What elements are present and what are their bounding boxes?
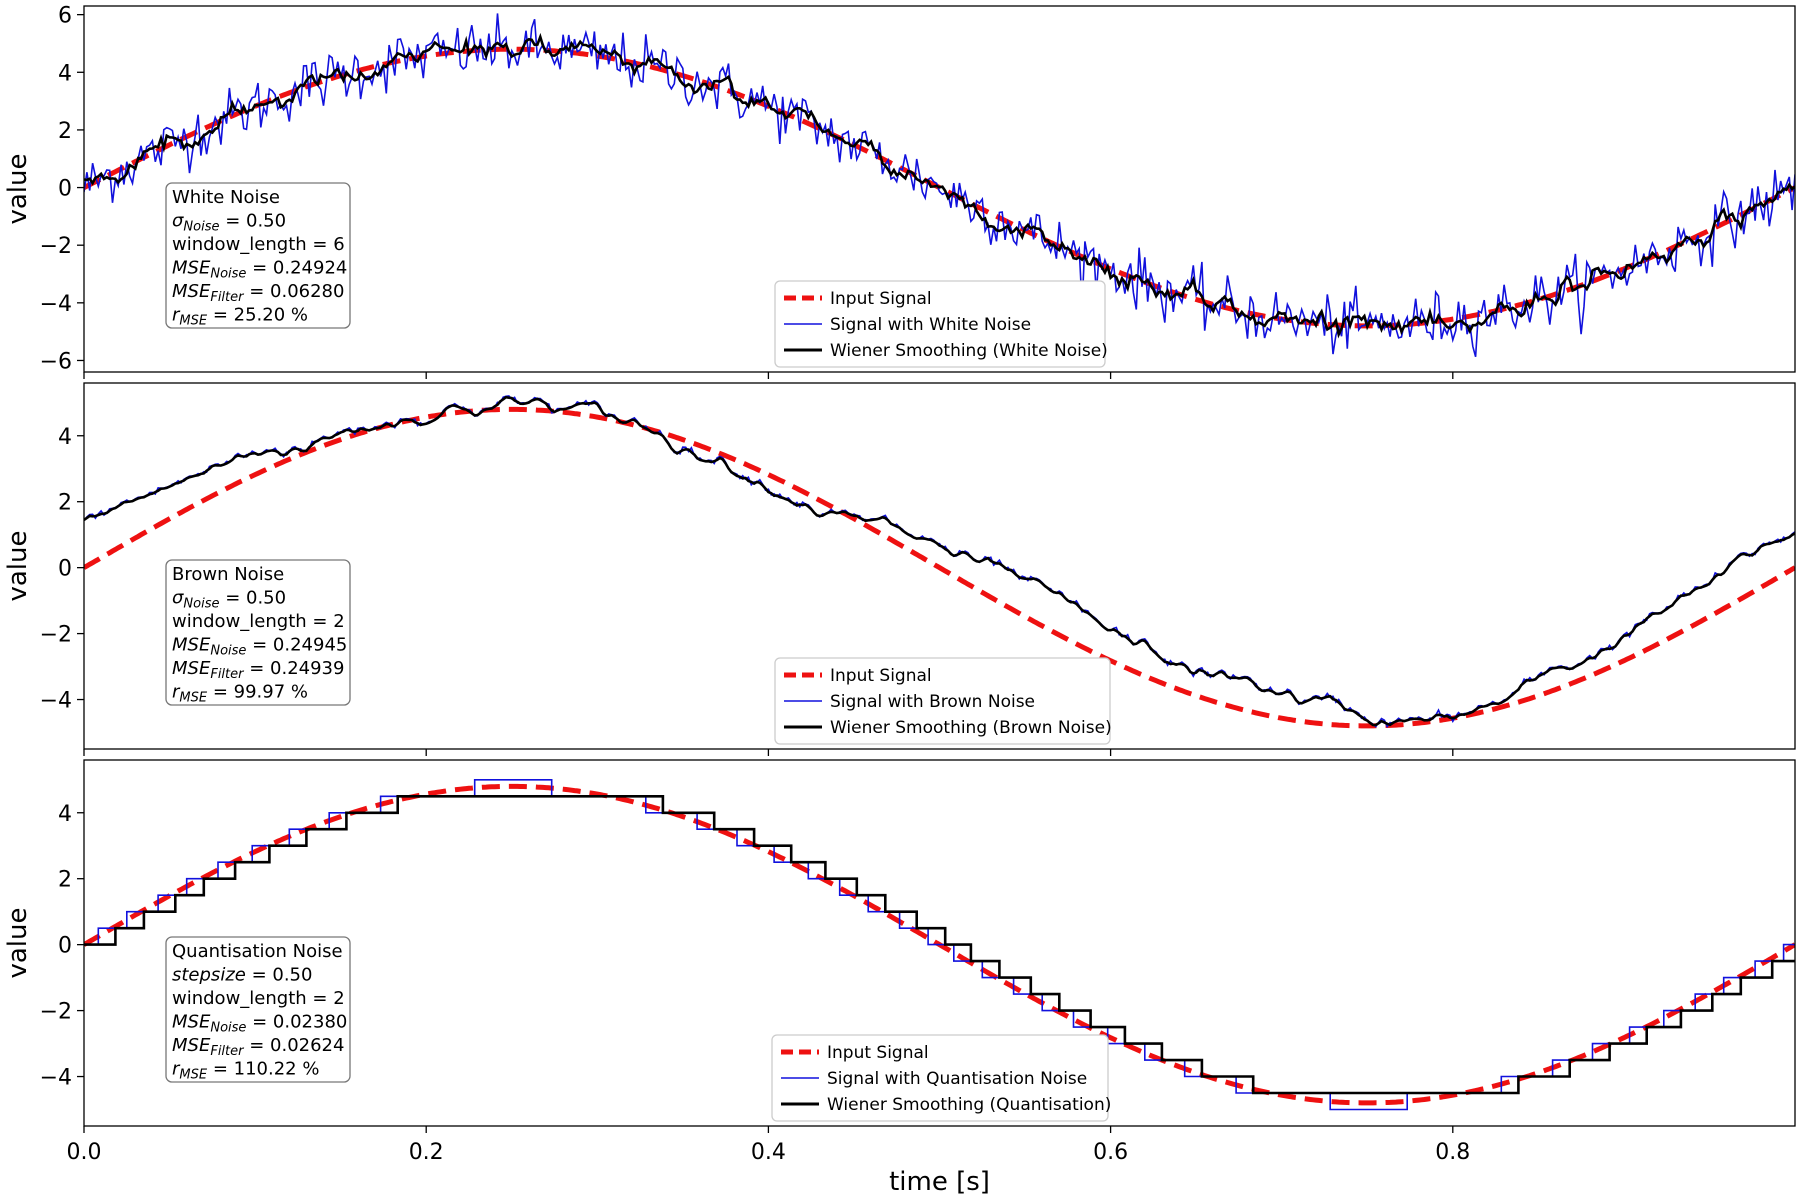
y-tick-label: −6 bbox=[40, 349, 72, 374]
y-tick-label: −4 bbox=[40, 689, 72, 714]
plot-area-1 bbox=[84, 13, 1795, 358]
y-tick-label: 6 bbox=[58, 4, 72, 29]
info-line: MSENoise = 0.24924 bbox=[172, 258, 347, 282]
info-line: MSENoise = 0.24945 bbox=[172, 635, 347, 659]
legend-entry: Signal with Brown Noise bbox=[830, 692, 1035, 712]
info-box bbox=[165, 182, 351, 329]
y-tick-label: 4 bbox=[58, 61, 72, 86]
info-line: MSEFilter = 0.24939 bbox=[172, 658, 344, 682]
axes-frame bbox=[83, 5, 1796, 373]
info-line: White Noise bbox=[172, 187, 280, 208]
legend-entry: Input Signal bbox=[827, 1043, 929, 1063]
x-tick-label: 0.6 bbox=[1093, 1140, 1128, 1165]
y-axis-label: value bbox=[3, 530, 33, 601]
legend-entry: Wiener Smoothing (White Noise) bbox=[830, 341, 1108, 361]
info-line: rMSE = 110.22 % bbox=[172, 1059, 319, 1083]
series-wiener-smoothing bbox=[84, 32, 1795, 339]
y-axis-label: value bbox=[3, 153, 33, 224]
info-line: MSEFilter = 0.06280 bbox=[172, 281, 344, 305]
info-line: rMSE = 99.97 % bbox=[172, 682, 308, 706]
legend bbox=[774, 280, 1106, 368]
y-tick-label: 4 bbox=[58, 802, 72, 827]
info-line: window_length = 6 bbox=[172, 234, 345, 255]
info-line: window_length = 2 bbox=[172, 611, 345, 632]
info-box bbox=[165, 559, 351, 706]
legend-entry: Signal with White Noise bbox=[830, 315, 1031, 335]
axes-frame bbox=[83, 382, 1796, 750]
info-line: Quantisation Noise bbox=[172, 941, 343, 962]
legend-entry: Wiener Smoothing (Quantisation) bbox=[827, 1095, 1111, 1115]
y-tick-label: −4 bbox=[40, 292, 72, 317]
info-line: Brown Noise bbox=[172, 564, 284, 585]
y-tick-label: 0 bbox=[58, 557, 72, 582]
y-tick-label: −4 bbox=[40, 1066, 72, 1091]
x-tick-label: 0.8 bbox=[1435, 1140, 1470, 1165]
y-tick-label: 0 bbox=[58, 934, 72, 959]
y-tick-label: −2 bbox=[40, 623, 72, 648]
panel-1: 6 4 2 0 −2 −4 −6 value White Noise σNoise = 0.50w… bbox=[3, 4, 1796, 379]
y-tick-label: 2 bbox=[58, 119, 72, 144]
x-tick-label: 0.0 bbox=[67, 1140, 102, 1165]
series-input-signal bbox=[84, 406, 1795, 729]
info-line: MSEFilter = 0.02624 bbox=[172, 1035, 344, 1059]
info-line: rMSE = 25.20 % bbox=[172, 305, 308, 329]
legend-entry: Signal with Quantisation Noise bbox=[827, 1069, 1087, 1089]
legend bbox=[774, 657, 1111, 745]
plot-area-3 bbox=[84, 779, 1795, 1111]
y-tick-label: 2 bbox=[58, 868, 72, 893]
y-tick-label: 4 bbox=[58, 425, 72, 450]
info-line: σNoise = 0.50 bbox=[172, 588, 286, 612]
y-tick-label: 0 bbox=[58, 177, 72, 202]
series-wiener-smoothing bbox=[84, 395, 1795, 727]
plot-area-2 bbox=[84, 395, 1795, 729]
info-line: stepsize = 0.50 bbox=[172, 965, 312, 986]
info-line: σNoise = 0.50 bbox=[172, 211, 286, 235]
y-tick-label: 2 bbox=[58, 491, 72, 516]
y-tick-label: −2 bbox=[40, 1000, 72, 1025]
info-line: window_length = 2 bbox=[172, 988, 345, 1009]
series-wiener-smoothing bbox=[84, 795, 1795, 1095]
x-axis-label: time [s] bbox=[889, 1167, 990, 1197]
x-tick-label: 0.4 bbox=[751, 1140, 786, 1165]
y-axis-label: value bbox=[3, 907, 33, 978]
info-box bbox=[165, 936, 351, 1083]
y-tick-label: −2 bbox=[40, 234, 72, 259]
legend-entry: Wiener Smoothing (Brown Noise) bbox=[830, 718, 1112, 738]
x-tick-label: 0.2 bbox=[409, 1140, 444, 1165]
panel-2: 4 2 0 −2 −4 value Brown Noise σNoise = 0.50wind… bbox=[3, 382, 1796, 756]
panel-3: 4 2 0 −2 −4 0.0 0.2 0.4 0.6 0.8 value Quantisation … bbox=[3, 759, 1796, 1165]
legend bbox=[771, 1034, 1109, 1122]
info-line: MSENoise = 0.02380 bbox=[172, 1012, 347, 1036]
legend-entry: Input Signal bbox=[830, 289, 932, 309]
series-noisy-signal bbox=[84, 13, 1795, 358]
legend-entry: Input Signal bbox=[830, 666, 932, 686]
axes-frame bbox=[83, 759, 1796, 1127]
